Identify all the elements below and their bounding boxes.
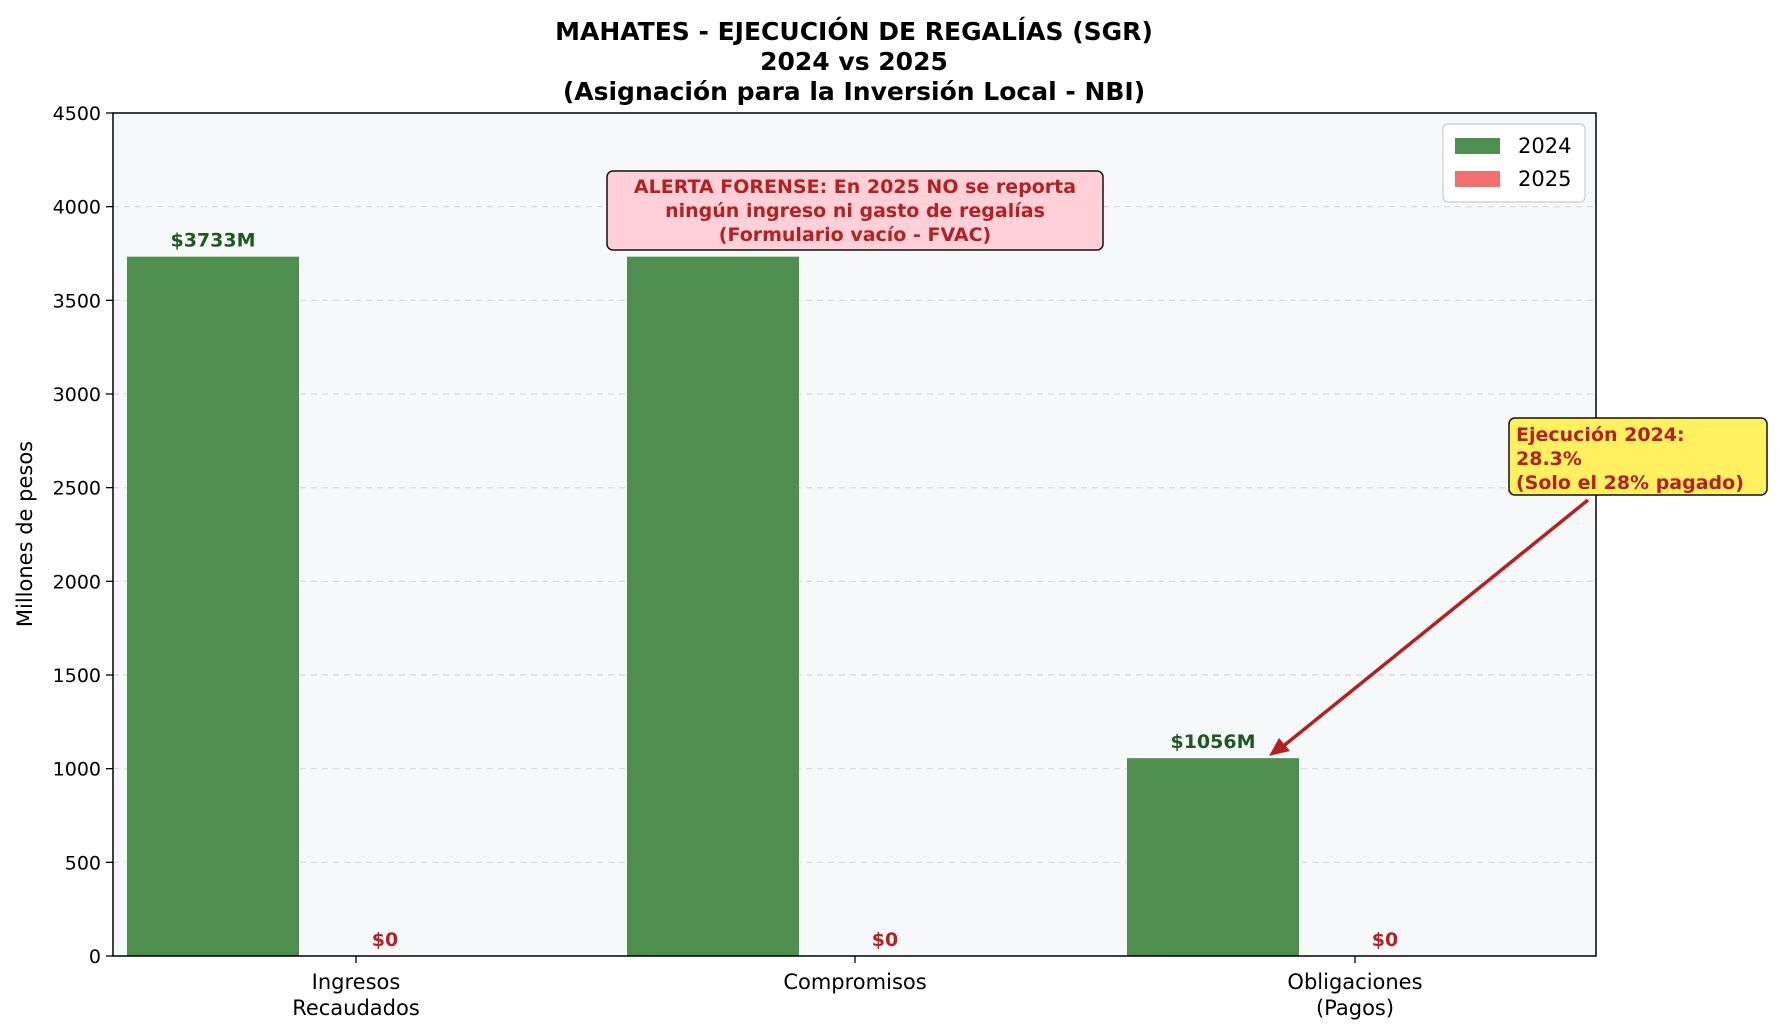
- execution-annotation-line-3: (Solo el 28% pagado): [1516, 472, 1744, 494]
- x-tick-label-2: Compromisos: [783, 970, 926, 994]
- value-label-2025-2: $0: [872, 929, 898, 951]
- bar-2024-2: [627, 256, 799, 956]
- execution-annotation-line-2: 28.3%: [1516, 448, 1582, 470]
- annotation-arrow: [1279, 498, 1590, 750]
- alert-annotation-line-3: (Formulario vacío - FVAC): [719, 224, 991, 246]
- plot-area: [113, 113, 1596, 956]
- legend-label-2024: 2024: [1518, 134, 1571, 158]
- y-tick-label: 500: [65, 852, 101, 874]
- chart-title-line-1: MAHATES - EJECUCIÓN DE REGALÍAS (SGR): [555, 16, 1153, 46]
- legend-swatch-2024: [1455, 138, 1500, 154]
- chart-title-line-2: 2024 vs 2025: [760, 47, 948, 76]
- value-label-2025-3: $0: [1372, 929, 1398, 951]
- y-tick-label: 3500: [53, 290, 101, 312]
- alert-annotation-box: [606, 170, 1104, 251]
- bar-2024-3: [1127, 758, 1299, 956]
- y-tick-label: 2500: [53, 478, 101, 500]
- value-label-2024-3: $1056M: [1170, 731, 1255, 753]
- alert-annotation-line-2: ningún ingreso ni gasto de regalías: [665, 200, 1045, 222]
- x-tick-label-3: Obligaciones (Pagos): [1287, 970, 1422, 1020]
- legend-swatch-2025: [1455, 171, 1500, 187]
- execution-annotation-line-1: Ejecución 2024:: [1516, 424, 1685, 446]
- chart-title-line-3: (Asignación para la Inversión Local - NB…: [563, 77, 1145, 106]
- y-tick-label: 4000: [53, 197, 101, 219]
- value-label-2024-1: $3733M: [170, 230, 255, 252]
- alert-annotation-line-1: ALERTA FORENSE: En 2025 NO se reporta: [634, 176, 1076, 198]
- y-tick-label: 1500: [53, 665, 101, 687]
- legend-label-2025: 2025: [1518, 167, 1571, 191]
- annotation-arrow-head: [1269, 738, 1290, 756]
- y-tick-label: 0: [89, 946, 101, 968]
- y-tick-label: 1000: [53, 759, 101, 781]
- bar-2024-1: [127, 256, 299, 956]
- y-tick-label: 3000: [53, 384, 101, 406]
- x-tick-label-1: Ingresos Recaudados: [292, 970, 420, 1020]
- y-tick-label: 4500: [53, 103, 101, 125]
- execution-annotation-box: [1508, 417, 1768, 496]
- value-label-2025-1: $0: [372, 929, 398, 951]
- y-axis-label: Millones de pesos: [13, 441, 37, 627]
- y-tick-label: 2000: [53, 571, 101, 593]
